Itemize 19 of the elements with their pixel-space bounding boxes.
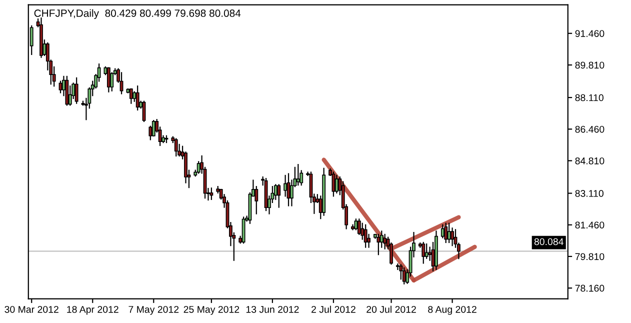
y-tick-label: 86.460 <box>575 126 604 133</box>
x-tick-label: 18 Apr 2012 <box>67 306 118 315</box>
y-tick-label: 91.460 <box>575 30 604 37</box>
x-tick-label: 25 May 2012 <box>184 306 240 315</box>
ref-line-label: 80.084 <box>534 238 564 246</box>
y-tick-label: 78.160 <box>575 284 604 292</box>
y-tick-label: 89.810 <box>575 62 604 69</box>
x-tick-label: 2 Jul 2012 <box>312 306 356 313</box>
x-tick-label: 7 May 2012 <box>128 306 179 315</box>
y-tick-label: 83.110 <box>575 190 604 197</box>
x-tick-label: 30 Mar 2012 <box>4 306 58 313</box>
y-tick-label: 79.810 <box>575 253 604 260</box>
x-tick-label: 20 Jul 2012 <box>366 306 416 313</box>
chart-title: CHFJPY,Daily 80.429 80.499 79.698 80.084 <box>34 9 241 19</box>
y-tick-label: 84.810 <box>575 157 604 164</box>
y-tick-label: 88.110 <box>575 94 604 102</box>
x-tick-label: 8 Aug 2012 <box>428 306 476 315</box>
x-tick-label: 13 Jun 2012 <box>246 306 299 313</box>
y-tick-label: 81.460 <box>575 222 604 228</box>
